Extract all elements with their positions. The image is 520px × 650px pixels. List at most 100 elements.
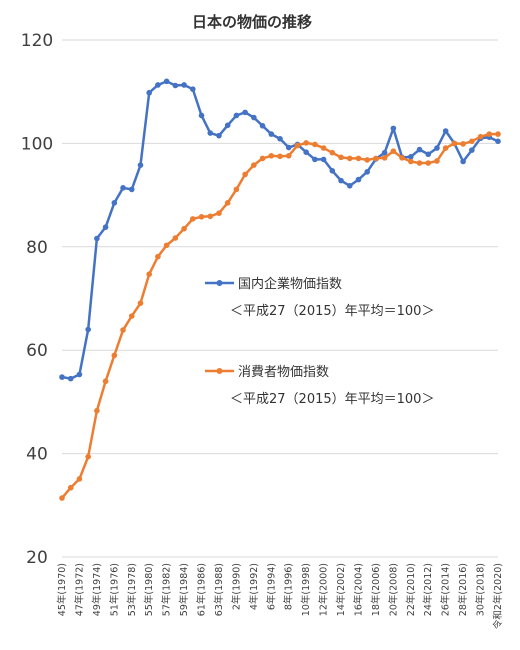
data-point xyxy=(163,242,170,249)
x-tick-label: 24年(2012) xyxy=(422,563,434,616)
data-point xyxy=(425,151,432,158)
data-point xyxy=(59,374,65,380)
data-point xyxy=(434,145,440,151)
data-point xyxy=(355,155,362,162)
x-tick-label: 2年(1990) xyxy=(230,563,242,610)
legend-item: 消費者物価指数 ＜平成27（2015）年平均＝100＞ xyxy=(205,365,434,407)
data-point xyxy=(146,89,152,96)
x-tick-label: 30年(2018) xyxy=(475,563,487,616)
x-tick-label: 令和2年(2020) xyxy=(492,563,504,629)
x-tick-label: 63年(1988) xyxy=(213,563,225,616)
data-point xyxy=(285,144,292,151)
data-point xyxy=(190,86,196,92)
x-tick-label: 6年(1994) xyxy=(265,563,277,610)
x-tick-label: 20年(2008) xyxy=(387,563,399,616)
data-point xyxy=(111,352,118,359)
data-point xyxy=(137,300,144,306)
data-point xyxy=(320,156,327,163)
y-tick-label: 40 xyxy=(26,445,48,465)
x-tick-label: 22年(2010) xyxy=(405,563,417,616)
data-point xyxy=(268,153,275,159)
data-point xyxy=(355,176,362,183)
data-point xyxy=(364,157,371,163)
x-tick-label: 12年(2000) xyxy=(318,563,330,616)
data-point xyxy=(216,132,222,139)
x-tick-label: 10年(1998) xyxy=(300,563,312,616)
data-point xyxy=(198,214,205,220)
data-point xyxy=(416,146,423,153)
data-point xyxy=(294,142,301,149)
series-line xyxy=(61,80,499,380)
x-tick-label: 45年(1970) xyxy=(56,563,68,616)
x-tick-label: 55年(1980) xyxy=(143,563,155,616)
data-point xyxy=(233,112,240,119)
data-point xyxy=(102,224,109,230)
data-point xyxy=(469,147,475,153)
chart-title: 日本の物価の推移 xyxy=(192,13,312,31)
data-point xyxy=(277,135,283,142)
x-tick-label: 28年(2016) xyxy=(457,563,469,616)
data-point xyxy=(408,154,414,160)
data-point xyxy=(495,138,501,145)
data-point xyxy=(346,182,353,189)
data-point xyxy=(346,155,353,162)
data-point xyxy=(128,313,135,319)
data-point xyxy=(242,171,248,178)
data-point xyxy=(172,235,179,241)
data-point xyxy=(120,185,126,191)
data-point xyxy=(128,186,135,193)
data-point xyxy=(364,169,371,175)
data-point xyxy=(469,138,475,145)
data-point xyxy=(312,156,318,163)
x-tick-label: 61年(1986) xyxy=(196,563,208,616)
data-point xyxy=(390,148,397,154)
data-point xyxy=(268,131,275,137)
data-point xyxy=(259,155,266,162)
data-point xyxy=(224,122,231,129)
data-point xyxy=(242,109,248,116)
data-point xyxy=(224,200,231,206)
legend: 国内企業物価指数 ＜平成27（2015）年平均＝100＞ 消費者物価指数 ＜平成27（… xyxy=(205,276,434,407)
data-point xyxy=(111,200,118,206)
data-point xyxy=(137,162,144,168)
y-axis-ticks: 20 40 60 80 100 120 xyxy=(21,31,53,568)
y-tick-label: 120 xyxy=(21,31,53,51)
legend-item: 国内企業物価指数 ＜平成27（2015）年平均＝100＞ xyxy=(205,276,434,319)
series-1 xyxy=(59,78,501,382)
gridlines xyxy=(62,39,498,558)
data-point xyxy=(181,225,187,232)
data-point xyxy=(76,476,83,482)
data-point xyxy=(312,141,318,148)
data-point xyxy=(329,168,336,174)
data-point xyxy=(155,82,161,88)
data-point xyxy=(381,155,388,161)
data-point xyxy=(94,407,100,414)
x-tick-label: 57年(1982) xyxy=(161,563,173,616)
data-point xyxy=(155,253,161,260)
data-point xyxy=(259,123,266,129)
data-point xyxy=(59,495,65,501)
x-axis-ticks: 45年(1970) 47年(1972) 49年(1974) 51年(1976) 53年(… xyxy=(56,563,504,629)
x-tick-label: 49年(1974) xyxy=(91,563,103,616)
x-tick-label: 8年(1996) xyxy=(283,563,295,610)
data-point xyxy=(67,484,74,491)
series-2 xyxy=(59,131,501,501)
data-point xyxy=(477,133,484,140)
data-point xyxy=(399,155,405,161)
data-point xyxy=(338,154,344,161)
data-point xyxy=(76,371,83,378)
data-point xyxy=(172,82,179,89)
data-point xyxy=(451,140,458,147)
x-tick-label: 51年(1976) xyxy=(108,563,120,616)
y-tick-label: 80 xyxy=(26,238,48,258)
data-point xyxy=(416,160,423,166)
data-point xyxy=(198,112,205,119)
x-tick-label: 4年(1992) xyxy=(248,563,260,610)
x-tick-label: 18年(2006) xyxy=(370,563,382,616)
legend-marker xyxy=(216,368,223,374)
data-point xyxy=(216,210,222,216)
data-point xyxy=(102,378,109,385)
legend-label: 消費者物価指数 xyxy=(238,365,329,380)
x-tick-label: 16年(2004) xyxy=(352,563,364,616)
